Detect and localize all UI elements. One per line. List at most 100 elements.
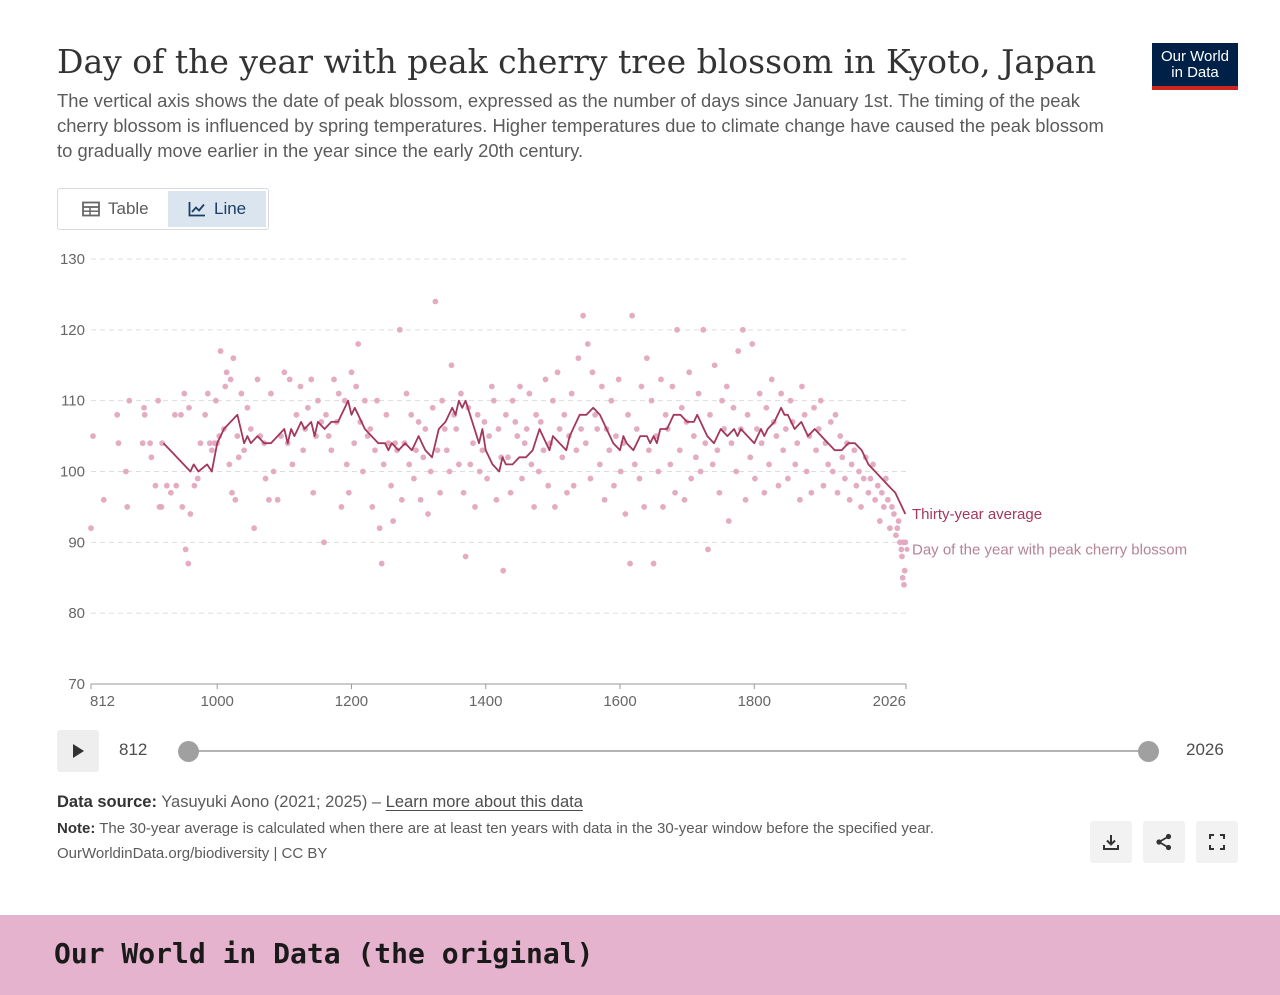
data-point	[744, 411, 751, 418]
data-point	[778, 390, 785, 397]
data-point	[325, 433, 332, 439]
grid-lines	[91, 258, 906, 614]
fullscreen-button[interactable]	[1196, 821, 1238, 863]
data-point	[641, 504, 648, 510]
data-point	[834, 489, 841, 496]
data-point	[266, 496, 272, 503]
data-point	[517, 383, 523, 390]
data-point	[448, 362, 455, 369]
tab-line[interactable]: Line	[168, 191, 266, 227]
data-point	[846, 496, 853, 503]
data-point	[803, 468, 810, 475]
data-point	[348, 369, 355, 376]
data-point	[714, 447, 721, 454]
data-point	[711, 362, 718, 369]
data-point	[719, 397, 725, 404]
data-point	[594, 426, 601, 432]
view-tabs: Table Line	[57, 188, 269, 230]
data-point	[601, 496, 608, 503]
data-point	[439, 397, 446, 404]
chart-title: Day of the year with peak cherry tree bl…	[57, 42, 1097, 81]
banner-text: Our World in Data (the original)	[54, 937, 594, 970]
data-point	[139, 440, 146, 447]
logo-line-2: in Data	[1171, 64, 1219, 81]
data-point	[289, 461, 296, 468]
data-point	[787, 397, 794, 404]
data-point	[163, 482, 170, 489]
data-point	[462, 553, 469, 560]
data-point	[353, 383, 360, 390]
data-point	[304, 404, 311, 411]
download-button[interactable]	[1090, 821, 1132, 863]
chart-subtitle: The vertical axis shows the date of peak…	[57, 90, 1104, 161]
data-point	[629, 312, 635, 319]
owid-logo[interactable]: Our World in Data	[1152, 43, 1238, 90]
data-point	[141, 411, 148, 418]
data-point	[817, 397, 824, 404]
data-point	[747, 454, 754, 461]
data-point	[867, 475, 874, 482]
data-point	[820, 482, 827, 489]
data-point	[493, 496, 500, 503]
data-point	[766, 461, 772, 468]
data-point	[521, 440, 528, 447]
source-label: Data source:	[57, 793, 157, 811]
data-point	[739, 326, 746, 333]
data-point	[540, 447, 547, 454]
scatter-label-marker	[904, 546, 910, 552]
banner: Our World in Data (the original)	[0, 915, 1280, 995]
data-point	[549, 397, 556, 404]
data-point	[627, 560, 633, 567]
license-text: OurWorldinData.org/biodiversity | CC BY	[57, 845, 328, 862]
data-point	[598, 383, 605, 390]
data-point	[886, 525, 893, 532]
timeline-track[interactable]	[188, 750, 1149, 752]
data-point	[782, 426, 789, 432]
share-button[interactable]	[1143, 821, 1185, 863]
data-point	[167, 489, 174, 496]
tab-table[interactable]: Table	[60, 191, 168, 227]
data-point	[486, 433, 493, 439]
data-point	[476, 468, 483, 475]
data-point	[695, 390, 702, 397]
data-point	[367, 426, 374, 432]
data-point	[526, 390, 533, 397]
data-point	[126, 397, 133, 404]
data-point	[613, 433, 619, 439]
data-point	[378, 560, 385, 567]
data-point	[898, 546, 905, 553]
data-point	[728, 440, 735, 447]
data-point	[187, 511, 194, 517]
data-point	[837, 433, 844, 439]
data-point	[592, 411, 599, 418]
data-point	[723, 383, 730, 390]
data-point	[811, 404, 817, 411]
data-point	[394, 447, 401, 454]
data-point	[705, 546, 711, 553]
data-point	[842, 475, 848, 482]
data-point	[191, 482, 198, 489]
data-point	[768, 376, 775, 383]
data-point	[784, 475, 791, 482]
data-point	[633, 426, 640, 432]
data-point	[376, 525, 383, 532]
data-point	[891, 511, 897, 517]
play-button[interactable]	[57, 730, 99, 772]
data-point	[115, 440, 122, 447]
timeline-start-handle[interactable]	[178, 741, 199, 762]
scatter-series-label: Day of the year with peak cherry blossom	[912, 541, 1187, 558]
data-point	[227, 376, 234, 383]
data-point	[899, 574, 906, 581]
x-tick-label: 1000	[201, 693, 234, 710]
data-point	[124, 504, 131, 510]
timeline-end-handle[interactable]	[1138, 741, 1159, 762]
x-tick-label: 2026	[873, 693, 906, 710]
data-point	[286, 376, 293, 383]
data-point	[564, 489, 570, 496]
data-point	[380, 461, 387, 468]
learn-more-link[interactable]: Learn more about this data	[385, 793, 583, 811]
data-point	[172, 411, 178, 418]
data-point	[415, 419, 422, 425]
data-point	[902, 539, 909, 546]
data-point	[681, 496, 688, 503]
